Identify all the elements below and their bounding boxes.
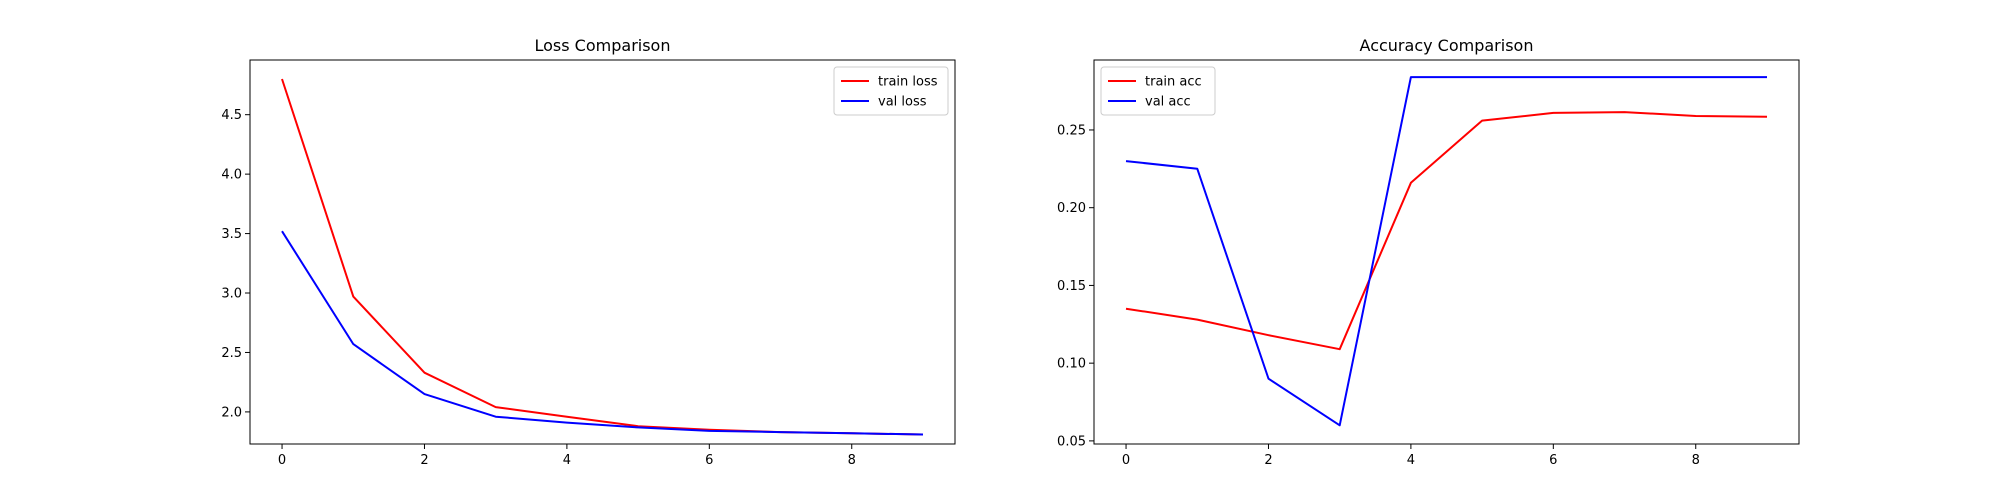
y-tick-label: 0.25: [1057, 123, 1086, 138]
loss-comparison-chart: Loss Comparison 0 2 4 6 8 2.0 2.5 3.0 3.5 4.0 4.5 t…: [221, 36, 956, 468]
legend-box: [833, 66, 949, 116]
x-tick-label: 4: [1407, 453, 1415, 468]
x-tick-label: 0: [1122, 453, 1130, 468]
series-line-0: [1125, 111, 1768, 351]
y-tick-label: 3.5: [221, 227, 242, 242]
chart-title: Accuracy Comparison: [1360, 36, 1534, 55]
series-line-1: [1125, 76, 1767, 427]
series-line-1: [281, 230, 924, 436]
y-tick-label: 0.15: [1057, 279, 1086, 294]
x-tick-label: 2: [420, 453, 428, 468]
x-tick-label: 8: [1692, 453, 1700, 468]
y-tick-label: 0.05: [1057, 434, 1086, 449]
chart-title: Loss Comparison: [535, 36, 671, 55]
x-tick-label: 2: [1264, 453, 1272, 468]
legend: train acc val acc: [1100, 66, 1216, 116]
x-tick-label: 0: [278, 453, 286, 468]
legend-box: [1100, 66, 1216, 116]
y-tick-label: 4.5: [221, 108, 242, 123]
axes-frame: [249, 59, 956, 445]
legend-label: val loss: [878, 95, 927, 110]
axes-frame: [1093, 59, 1800, 445]
legend-label: train loss: [878, 75, 938, 90]
y-tick-label: 0.20: [1057, 201, 1086, 216]
accuracy-comparison-chart: Accuracy Comparison 0 2 4 6 8 0.05 0.10 0.15 0.2…: [1057, 36, 1800, 468]
x-tick-label: 6: [705, 453, 713, 468]
legend-label: val acc: [1145, 95, 1191, 110]
y-tick-label: 2.5: [221, 346, 242, 361]
legend-label: train acc: [1145, 75, 1202, 90]
x-tick-label: 6: [1549, 453, 1557, 468]
y-tick-label: 4.0: [221, 168, 242, 183]
x-tick-label: 4: [563, 453, 571, 468]
legend: train loss val loss: [833, 66, 949, 116]
y-tick-label: 2.0: [221, 405, 242, 420]
x-tick-label: 8: [848, 453, 856, 468]
y-tick-label: 3.0: [221, 287, 242, 302]
series-line-0: [281, 78, 924, 436]
y-tick-label: 0.10: [1057, 357, 1086, 372]
